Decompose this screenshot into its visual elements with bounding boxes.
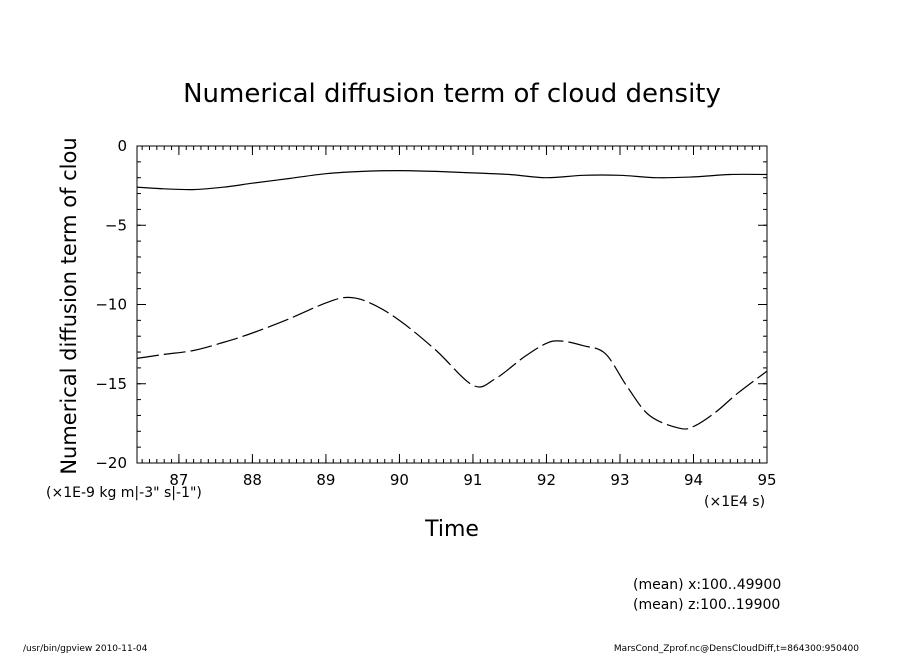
series-lines — [136, 169, 768, 430]
x-tick-label: 92 — [537, 471, 556, 489]
x-tick-label: 87 — [169, 471, 188, 489]
x-tick-label: 94 — [684, 471, 703, 489]
series-line-2 — [136, 296, 768, 430]
x-axis-ticks: 87 88 89 90 91 92 93 94 95 — [169, 146, 777, 489]
chart-title: Numerical diffusion term of cloud densit… — [183, 79, 721, 109]
x-tick-label: 89 — [316, 471, 335, 489]
x-tick-label: 88 — [243, 471, 262, 489]
y-tick-label: −15 — [95, 375, 127, 393]
x-tick-label: 95 — [757, 471, 776, 489]
y-axis-ticks: 0 −5 −10 −15 −20 — [95, 137, 767, 472]
x-axis-label: Time — [424, 517, 479, 542]
x-scale-label: (×1E4 s) — [704, 494, 765, 510]
y-tick-label: −10 — [95, 296, 127, 314]
x-tick-label: 91 — [463, 471, 482, 489]
plot-frame — [136, 145, 768, 464]
y-axis-label: Numerical diffusion term of clou — [57, 137, 81, 474]
y-minor-ticks — [137, 145, 767, 464]
series-line-1 — [136, 169, 768, 191]
y-tick-label: −20 — [95, 454, 127, 472]
x-tick-label: 93 — [610, 471, 629, 489]
mean-x-info: (mean) x:100..49900 — [633, 577, 781, 593]
y-tick-label: −5 — [105, 216, 127, 234]
x-tick-label: 90 — [390, 471, 409, 489]
mean-z-info: (mean) z:100..19900 — [633, 597, 780, 613]
footer-right: MarsCond_Zprof.nc@DensCloudDiff,t=864300… — [614, 644, 859, 654]
y-unit-label: (×1E-9 kg m|-3" s|-1") — [46, 485, 202, 501]
footer-left: /usr/bin/gpview 2010-11-04 — [23, 644, 148, 654]
x-minor-ticks — [141, 146, 768, 463]
y-tick-label: 0 — [117, 137, 127, 155]
